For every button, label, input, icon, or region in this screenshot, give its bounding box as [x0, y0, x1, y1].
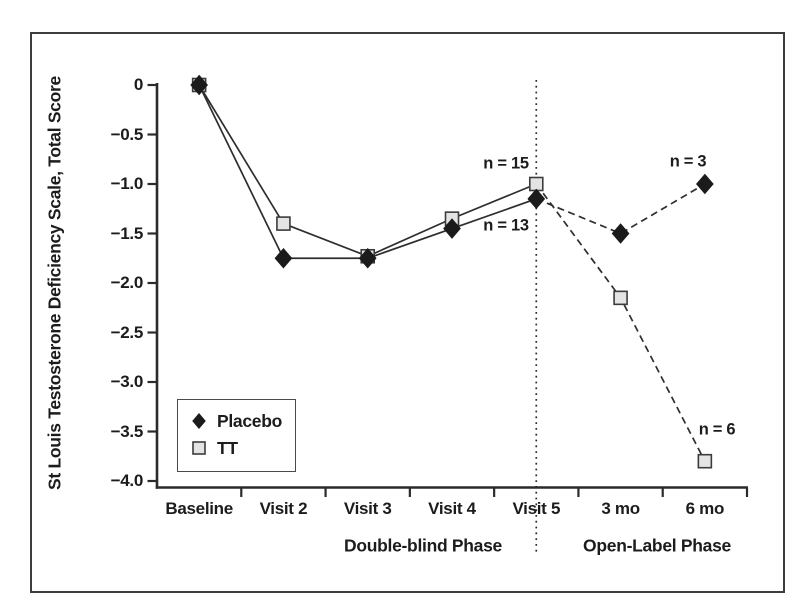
placebo-marker-visit-5 [527, 188, 546, 210]
tt-marker-visit-5 [528, 176, 544, 192]
tt-square-icon [192, 441, 206, 455]
x-tick-label: Visit 4 [428, 499, 476, 518]
x-tick-label: 6 mo [685, 499, 725, 518]
y-tick-label: −0.5 [110, 124, 144, 144]
x-tick-label: 3 mo [601, 499, 640, 518]
placebo-marker-3-mo [611, 223, 630, 244]
tt-marker-3-mo [613, 290, 628, 306]
placebo-marker-6-mo [695, 173, 714, 195]
placebo-diamond-icon [192, 413, 206, 429]
phase-label-open-label: Open-Label Phase [583, 535, 731, 556]
legend-label-placebo: Placebo [217, 410, 283, 431]
y-tick-label: −4.0 [110, 471, 144, 490]
legend: Placebo TT [177, 399, 296, 472]
placebo-marker-visit-2 [274, 247, 293, 269]
y-tick-label: −3.5 [110, 421, 144, 441]
annotation-n3: n = 3 [669, 152, 707, 171]
annotation-n15: n = 15 [483, 154, 529, 173]
legend-item-tt: TT [190, 437, 295, 459]
placebo-line-open-label [535, 183, 706, 235]
y-tick-label: −2.0 [110, 273, 144, 292]
y-axis-title: St Louis Testosterone Deficiency Scale, … [44, 76, 65, 490]
phase-label-double-blind: Double-blind Phase [344, 535, 502, 556]
annotation-n6: n = 6 [698, 420, 736, 439]
placebo-marker-visit-4 [443, 218, 461, 239]
x-tick-label: Baseline [165, 499, 233, 518]
y-tick-label: −1.0 [110, 174, 144, 193]
annotation-n13: n = 13 [483, 216, 529, 235]
placebo-marker-baseline [190, 74, 209, 96]
x-tick-label: Visit 5 [512, 499, 561, 518]
x-tick-label: Visit 2 [259, 499, 308, 518]
tt-marker-6-mo [697, 453, 713, 469]
y-tick-label: −3.0 [110, 372, 144, 391]
y-tick-label: −1.5 [110, 223, 144, 243]
y-tick-label: 0 [133, 75, 143, 94]
tt-marker-visit-2 [276, 216, 291, 231]
placebo-marker-visit-3 [358, 247, 377, 269]
legend-item-placebo: Placebo [190, 410, 295, 432]
x-tick-label: Visit 3 [343, 499, 392, 518]
legend-label-tt: TT [217, 437, 238, 458]
y-tick-label: −2.5 [110, 322, 144, 342]
